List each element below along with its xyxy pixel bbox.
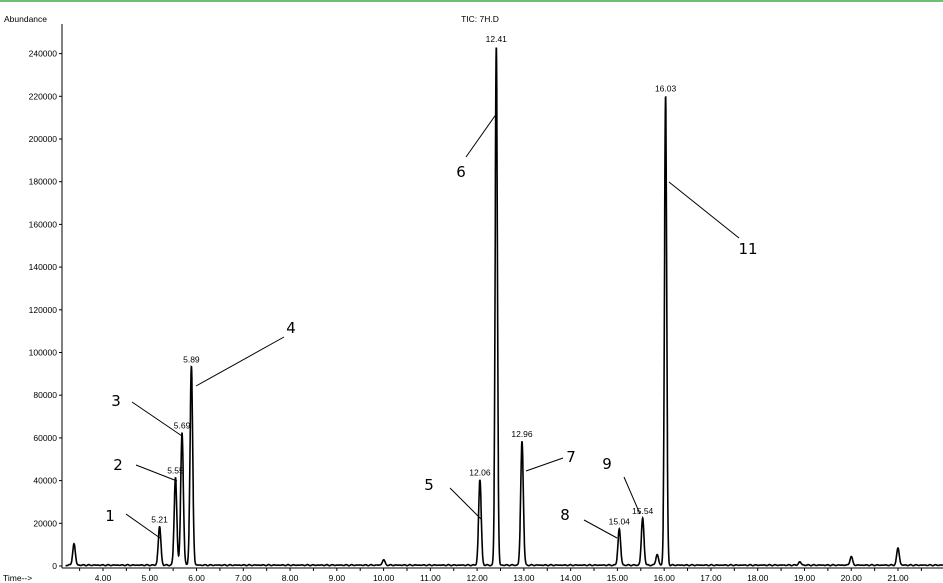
annotation-leader-line <box>668 181 740 239</box>
y-tick-label: 20000 <box>33 518 57 528</box>
x-tick-label: 7.00 <box>235 573 252 583</box>
annotation-leader-line <box>449 487 482 520</box>
peak-rt-label: 5.55 <box>167 465 184 475</box>
x-tick-label: 18.00 <box>747 573 769 583</box>
x-tick-label: 5.00 <box>141 573 158 583</box>
annotation-leader-line <box>465 112 498 158</box>
x-tick-label: 11.00 <box>420 573 441 583</box>
x-tick-label: 21.00 <box>887 573 909 583</box>
x-tick-label: 14.00 <box>560 573 582 583</box>
x-tick-label: 20.00 <box>841 573 863 583</box>
peak-rt-label: 16.03 <box>655 83 677 93</box>
annotation-number: 4 <box>286 319 296 337</box>
y-tick-label: 40000 <box>33 476 57 486</box>
y-tick-label: 220000 <box>29 91 58 101</box>
y-tick-label: 0 <box>52 561 57 571</box>
peak-rt-label: 15.54 <box>632 506 654 516</box>
x-tick-label: 4.00 <box>95 573 112 583</box>
annotation-number: 11 <box>738 240 757 258</box>
y-ticks: 0 20000 40000 60000 80000 100000 120000 140000 1… <box>29 49 62 571</box>
x-tick-label: 19.00 <box>794 573 816 583</box>
annotation-leader-line <box>583 519 618 539</box>
x-tick-label: 16.00 <box>654 573 676 583</box>
chart-title: TIC: 7H.D <box>461 14 499 24</box>
x-tick-label: 17.00 <box>700 573 722 583</box>
annotation-leader-line <box>195 336 285 387</box>
x-tick-label: 9.00 <box>329 573 346 583</box>
axes <box>61 24 943 569</box>
annotation-number: 7 <box>566 448 576 466</box>
x-tick-label: 10.00 <box>373 573 395 583</box>
annotation-leader-line <box>125 513 161 539</box>
annotation-number: 3 <box>111 392 121 410</box>
peak-rt-label: 12.96 <box>511 429 533 439</box>
y-tick-label: 140000 <box>29 262 58 272</box>
x-ticks: 4.00 5.00 6.00 7.00 8.00 9.00 10.00 11.00 12.00 1… <box>79 568 922 583</box>
x-tick-label: 8.00 <box>282 573 299 583</box>
y-tick-label: 60000 <box>33 433 57 443</box>
peak-annotations: 1 2 3 4 5 6 7 8 9 11 <box>105 112 758 539</box>
y-tick-label: 100000 <box>29 348 58 358</box>
annotation-number: 9 <box>602 455 612 473</box>
peak-rt-label: 5.89 <box>183 354 200 364</box>
annotation-leader-line <box>525 457 564 472</box>
annotation-leader-line <box>131 401 183 437</box>
annotation-number: 5 <box>424 476 434 494</box>
annotation-leader-line <box>135 464 178 482</box>
y-tick-label: 240000 <box>29 49 58 59</box>
y-axis-label: Abundance <box>4 14 47 24</box>
annotation-number: 1 <box>105 507 115 525</box>
x-tick-label: 15.00 <box>607 573 629 583</box>
x-axis-label: Time--> <box>3 573 32 583</box>
y-tick-label: 160000 <box>29 219 58 229</box>
tic-line <box>65 47 943 567</box>
annotation-leader-line <box>623 476 641 515</box>
peak-rt-label: 12.41 <box>486 34 508 44</box>
peak-rt-label: 5.21 <box>151 515 168 525</box>
peak-labels: 5.21 5.55 5.69 5.89 12.06 12.41 12.96 15.0415.5… <box>151 34 676 527</box>
y-tick-label: 200000 <box>29 134 58 144</box>
annotation-number: 8 <box>560 506 570 524</box>
peak-rt-label: 15.04 <box>609 517 631 527</box>
peak-rt-label: 5.69 <box>174 421 191 431</box>
y-tick-label: 80000 <box>33 390 57 400</box>
x-tick-label: 12.00 <box>466 573 488 583</box>
x-tick-label: 6.00 <box>188 573 205 583</box>
peak-rt-label: 12.06 <box>469 468 491 478</box>
x-tick-label: 13.00 <box>513 573 535 583</box>
annotation-number: 2 <box>113 456 123 474</box>
y-tick-label: 120000 <box>29 305 58 315</box>
tic-trace <box>65 47 943 567</box>
y-tick-label: 180000 <box>29 177 58 187</box>
annotation-number: 6 <box>456 163 466 181</box>
